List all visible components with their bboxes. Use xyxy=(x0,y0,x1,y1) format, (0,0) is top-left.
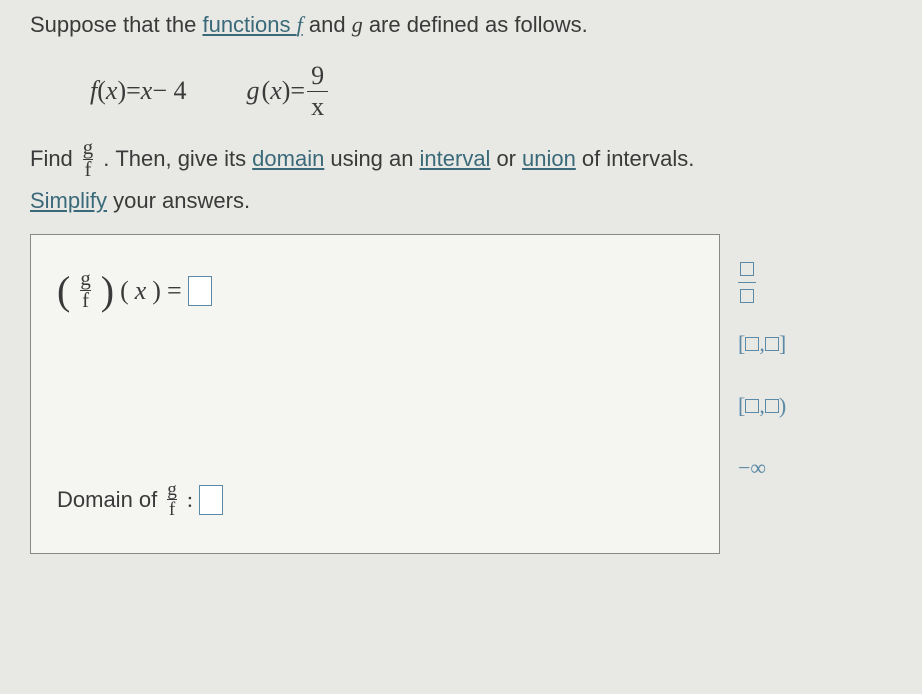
domain-line: Domain of g f : xyxy=(57,480,693,519)
answer-box: ( g f ) (x) = Domain of g f : xyxy=(30,234,720,554)
fraction-g-over-f: g f xyxy=(81,138,95,181)
prompt-text-2: and xyxy=(303,12,352,37)
var-g: g xyxy=(352,12,363,37)
fraction-g-over-f-2: g f xyxy=(78,269,92,312)
task-line-2: Simplify your answers. xyxy=(30,188,922,214)
task-line-1: Find g f . Then, give its domain using a… xyxy=(30,138,922,181)
link-domain[interactable]: domain xyxy=(252,146,324,172)
palette-fraction[interactable] xyxy=(738,262,786,302)
fraction-9-over-x: 9 x xyxy=(307,63,328,120)
domain-answer-input[interactable] xyxy=(199,485,223,515)
fraction-g-over-f-3: g f xyxy=(165,480,179,519)
palette-half-open-interval[interactable]: [,) xyxy=(738,386,786,426)
symbol-palette: [,] [,) −∞ xyxy=(738,234,786,488)
palette-neg-infinity[interactable]: −∞ xyxy=(738,448,786,488)
domain-of-label: Domain of xyxy=(57,487,157,513)
find-label: Find xyxy=(30,146,73,172)
palette-closed-interval[interactable]: [,] xyxy=(738,324,786,364)
link-interval[interactable]: interval xyxy=(420,146,491,172)
answer-area: ( g f ) (x) = Domain of g f : [,] xyxy=(30,234,922,554)
function-definitions: f(x) = x − 4 g(x) = 9 x xyxy=(90,63,922,120)
g-definition: g(x) = 9 x xyxy=(247,63,331,120)
gf-expression-line: ( g f ) (x) = xyxy=(57,269,693,312)
f-definition: f(x) = x − 4 xyxy=(90,76,187,106)
problem-prompt: Suppose that the functions f and g are d… xyxy=(30,10,922,41)
link-union[interactable]: union xyxy=(522,146,576,172)
gf-answer-input[interactable] xyxy=(188,276,212,306)
prompt-text-1: Suppose that the xyxy=(30,12,202,37)
then-text: Then, give its xyxy=(115,146,246,172)
link-functions[interactable]: functions f xyxy=(202,12,302,37)
prompt-text-3: are defined as follows. xyxy=(363,12,588,37)
link-simplify[interactable]: Simplify xyxy=(30,188,107,213)
